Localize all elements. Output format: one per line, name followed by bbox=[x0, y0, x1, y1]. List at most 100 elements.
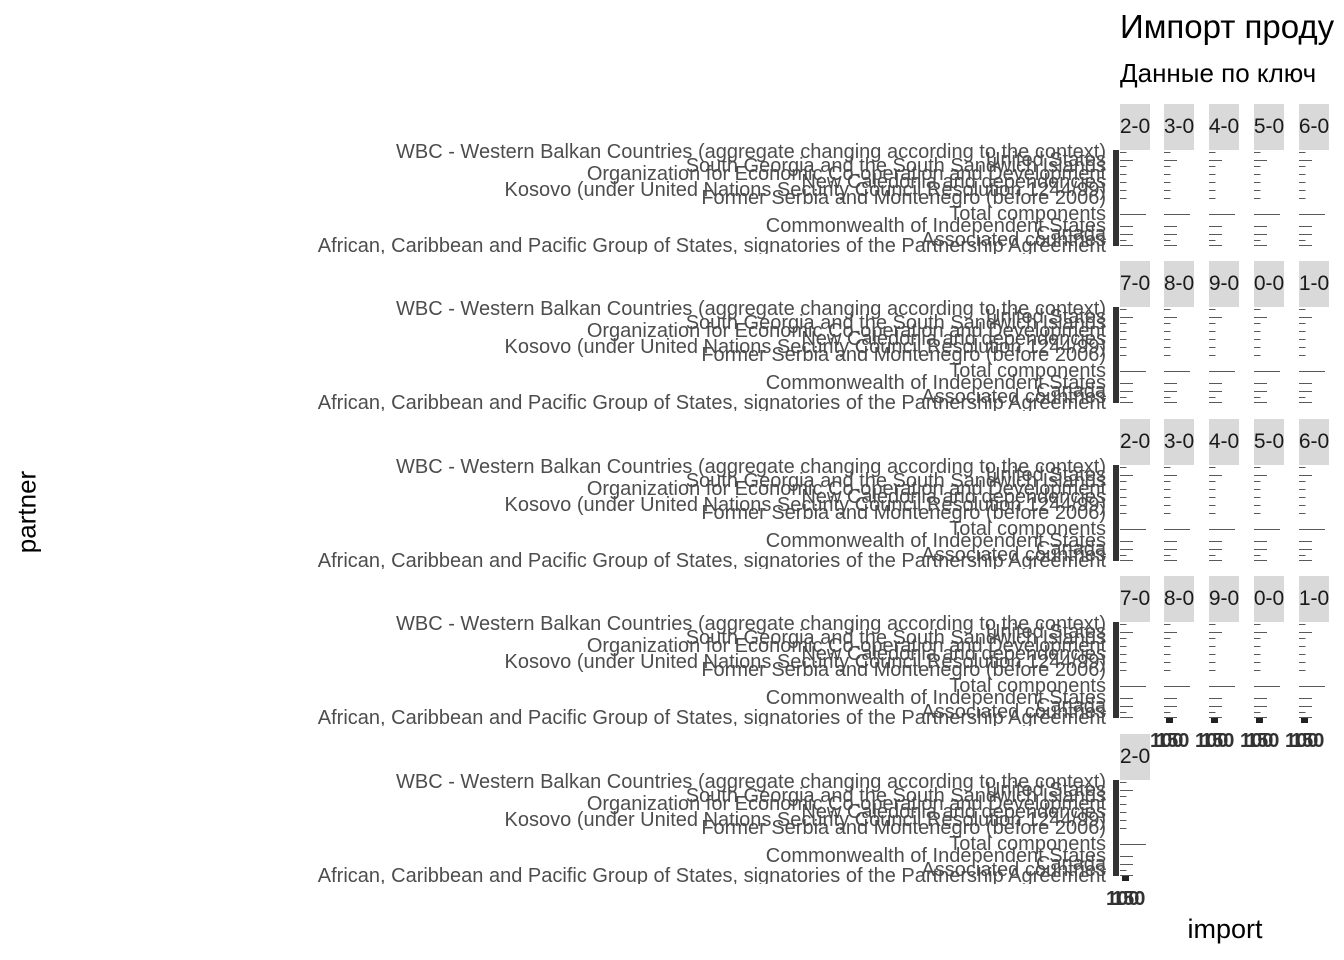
bar bbox=[1209, 182, 1216, 183]
bar bbox=[1209, 391, 1222, 392]
x-axis-label: import bbox=[1187, 914, 1263, 944]
bar bbox=[1299, 662, 1306, 663]
bar bbox=[1164, 646, 1171, 647]
y-tick-label: WBC - Western Balkan Countries (aggregat… bbox=[396, 613, 1106, 635]
bar bbox=[1254, 234, 1267, 235]
bar bbox=[1254, 541, 1267, 542]
y-tick-label: African, Caribbean and Pacific Group of … bbox=[317, 235, 1106, 254]
bar bbox=[1254, 497, 1261, 498]
facet-row: WBC - Western Balkan Countries (aggregat… bbox=[0, 419, 1344, 569]
bar bbox=[1120, 467, 1127, 468]
bar bbox=[1209, 712, 1216, 713]
bar bbox=[1164, 717, 1177, 718]
bar bbox=[1254, 624, 1261, 625]
x-tick-label: 150 bbox=[1291, 730, 1325, 752]
bar bbox=[1254, 166, 1261, 167]
bar bbox=[1120, 870, 1127, 871]
y-tick-label: Associated countries bbox=[921, 701, 1106, 723]
facet-panel bbox=[1164, 624, 1190, 718]
y-tick-label: African, Caribbean and Pacific Group of … bbox=[317, 707, 1106, 726]
facet-strip-label: 3-0 bbox=[1164, 419, 1194, 465]
y-tick-label: South Georgia and the South Sandwich Isl… bbox=[685, 155, 1106, 177]
y-tick-label: Kosovo (under United Nations Security Co… bbox=[504, 179, 1106, 201]
bar bbox=[1299, 331, 1306, 332]
facet-strip-label: 6-0 bbox=[1299, 419, 1329, 465]
y-tick-label: Organization for Economic Co-operation a… bbox=[586, 478, 1106, 500]
bar bbox=[1299, 355, 1306, 356]
bar bbox=[1254, 662, 1261, 663]
bar bbox=[1209, 529, 1235, 530]
y-tick-label: Kosovo (under United Nations Security Co… bbox=[504, 809, 1106, 831]
bar bbox=[1299, 371, 1325, 372]
facet-panel bbox=[1209, 624, 1235, 718]
bar bbox=[1120, 698, 1133, 699]
x-tick-label: 150 bbox=[1201, 730, 1235, 752]
bar bbox=[1299, 706, 1312, 707]
bar bbox=[1164, 339, 1171, 340]
facet-strip-label: 5-0 bbox=[1254, 104, 1284, 150]
facet-panel bbox=[1299, 152, 1325, 246]
y-tick-label: Former Serbia and Montenegro (before 200… bbox=[701, 502, 1106, 524]
bar bbox=[1254, 706, 1267, 707]
facet-panel bbox=[1113, 622, 1146, 718]
y-tick-label: Commonwealth of Independent States bbox=[765, 687, 1106, 709]
bar bbox=[1254, 529, 1280, 530]
bar bbox=[1254, 402, 1267, 403]
bar bbox=[1299, 182, 1306, 183]
facet-row: WBC - Western Balkan Countries (aggregat… bbox=[0, 734, 1344, 910]
y-tick-label: South Georgia and the South Sandwich Isl… bbox=[685, 470, 1106, 492]
bar bbox=[1209, 467, 1216, 468]
y-tick-label: Kosovo (under United Nations Security Co… bbox=[504, 494, 1106, 516]
y-tick-label: Former Serbia and Montenegro (before 200… bbox=[701, 344, 1106, 366]
bar bbox=[1254, 555, 1261, 556]
bar bbox=[1120, 782, 1127, 783]
bar bbox=[1164, 555, 1171, 556]
bar bbox=[1120, 245, 1133, 246]
bar bbox=[1209, 397, 1216, 398]
bar bbox=[1299, 339, 1306, 340]
facet-strip-label: 3-0 bbox=[1164, 104, 1194, 150]
y-axis-ticks bbox=[1113, 622, 1119, 718]
facet-panel bbox=[1299, 467, 1325, 561]
bar bbox=[1120, 391, 1133, 392]
bar bbox=[1209, 371, 1235, 372]
bar bbox=[1209, 560, 1222, 561]
bar bbox=[1299, 214, 1325, 215]
bar bbox=[1164, 670, 1171, 671]
bar bbox=[1209, 646, 1216, 647]
bar bbox=[1164, 481, 1171, 482]
bar bbox=[1299, 198, 1306, 199]
bar bbox=[1209, 638, 1216, 639]
x-tick-label: 100 bbox=[1195, 730, 1229, 752]
x-tick-mark bbox=[1301, 718, 1308, 723]
facet-strip-label: 6-0 bbox=[1299, 104, 1329, 150]
y-tick-labels: WBC - Western Balkan Countries (aggregat… bbox=[0, 104, 1106, 254]
facet-row: WBC - Western Balkan Countries (aggregat… bbox=[0, 576, 1344, 752]
facet-panel bbox=[1113, 307, 1146, 403]
bar bbox=[1120, 529, 1146, 530]
bar bbox=[1209, 698, 1222, 699]
bar bbox=[1164, 632, 1177, 633]
y-tick-label: United States bbox=[985, 621, 1106, 643]
y-tick-label: Commonwealth of Independent States bbox=[765, 215, 1106, 237]
bar bbox=[1254, 309, 1261, 310]
bar bbox=[1164, 505, 1171, 506]
y-tick-labels: WBC - Western Balkan Countries (aggregat… bbox=[0, 261, 1106, 411]
bar bbox=[1299, 174, 1306, 175]
facet-panel bbox=[1113, 780, 1146, 876]
bar bbox=[1120, 828, 1127, 829]
bar bbox=[1120, 166, 1127, 167]
y-tick-label: Commonwealth of Independent States bbox=[765, 372, 1106, 394]
bar bbox=[1120, 309, 1127, 310]
x-tick-label: 150 bbox=[1246, 730, 1280, 752]
x-tick-mark bbox=[1122, 876, 1129, 881]
bar bbox=[1120, 560, 1133, 561]
bar bbox=[1209, 383, 1222, 384]
bar bbox=[1209, 670, 1216, 671]
y-tick-label: Total components bbox=[949, 675, 1106, 697]
bar bbox=[1254, 632, 1267, 633]
bar bbox=[1164, 549, 1177, 550]
bar bbox=[1120, 856, 1133, 857]
y-tick-label: New Caledonia and dependencies bbox=[801, 643, 1106, 665]
bar bbox=[1254, 712, 1261, 713]
